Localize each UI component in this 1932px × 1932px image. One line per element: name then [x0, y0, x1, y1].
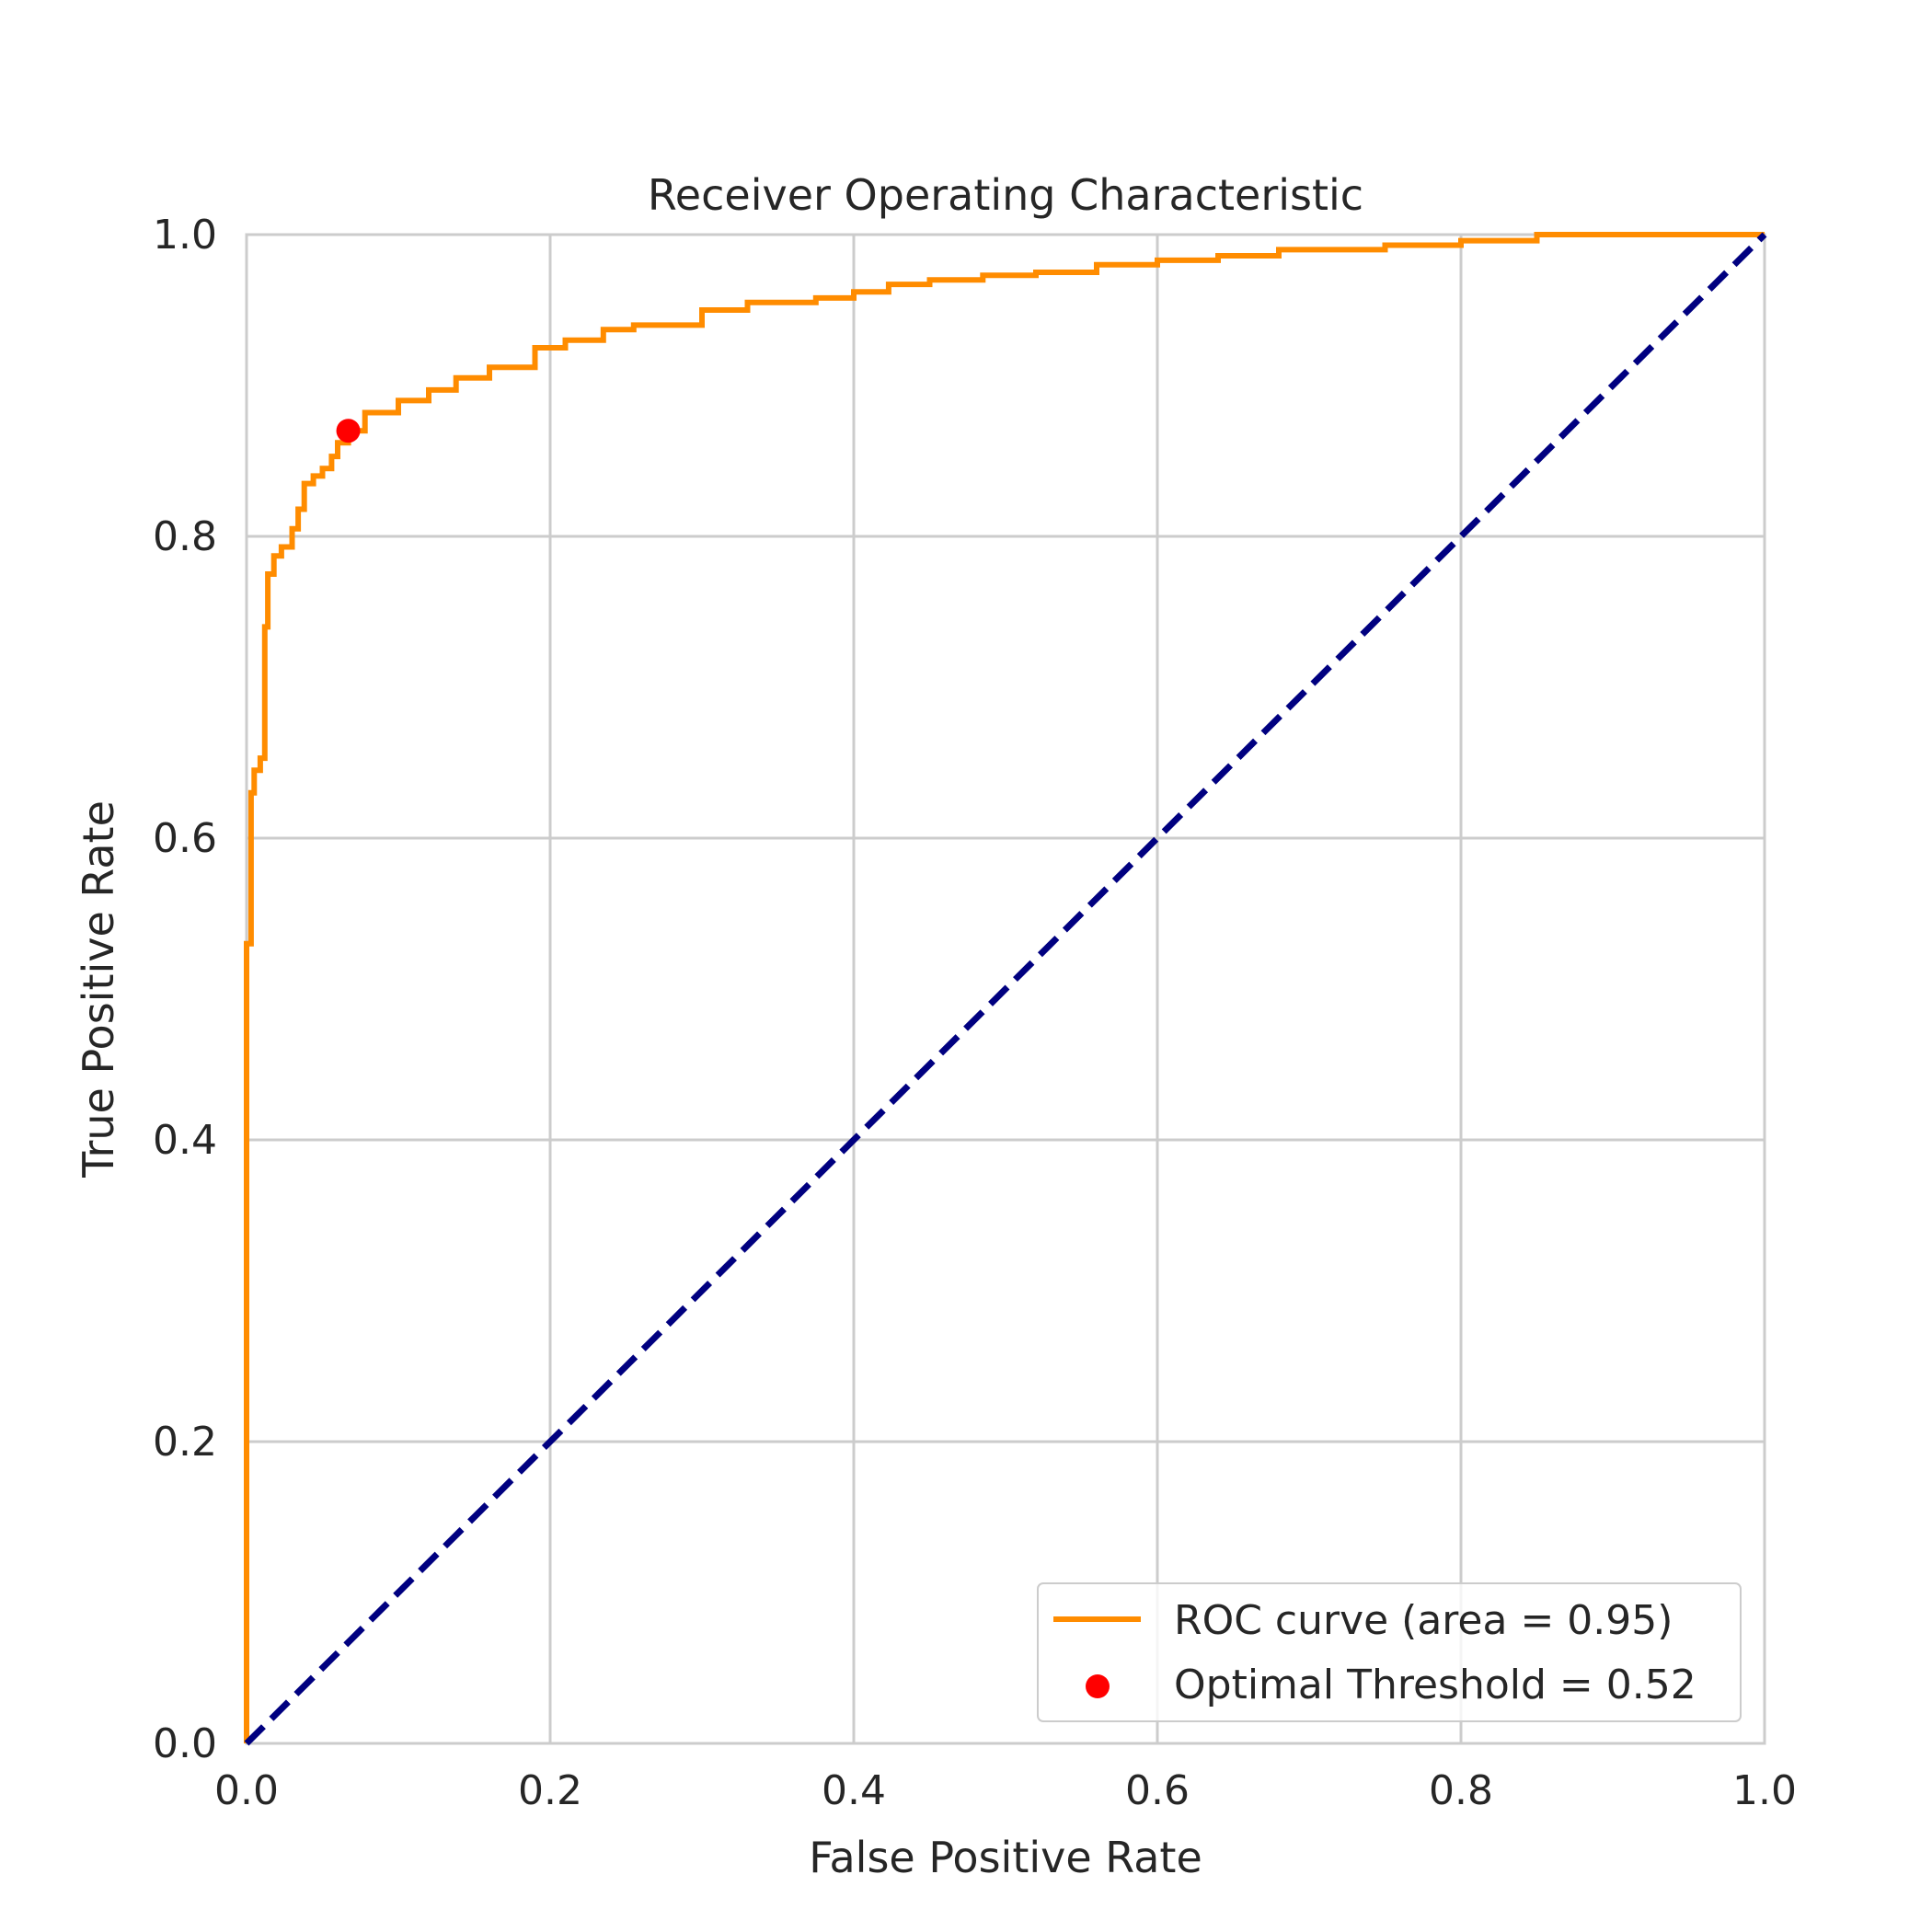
- legend-threshold-marker: [1086, 1674, 1110, 1698]
- y-tick-label: 0.2: [153, 1419, 217, 1466]
- legend-threshold-label: Optimal Threshold = 0.52: [1174, 1662, 1696, 1708]
- y-tick-label: 0.6: [153, 815, 217, 862]
- x-tick-label: 0.6: [1125, 1767, 1190, 1814]
- x-tick-label: 0.0: [214, 1767, 279, 1814]
- chart-title: Receiver Operating Characteristic: [648, 170, 1363, 220]
- legend: ROC curve (area = 0.95) Optimal Threshol…: [1037, 1582, 1742, 1722]
- chance-diagonal-line: [244, 232, 1767, 1746]
- x-tick-label: 0.8: [1429, 1767, 1493, 1814]
- y-axis-label: True Positive Rate: [74, 800, 123, 1179]
- y-tick-label: 0.0: [153, 1720, 217, 1767]
- series-layer: [244, 232, 1767, 1746]
- x-tick-label: 0.4: [822, 1767, 886, 1814]
- legend-roc-label: ROC curve (area = 0.95): [1174, 1597, 1673, 1644]
- optimal-threshold-point: [336, 419, 361, 443]
- x-tick-label: 1.0: [1732, 1767, 1797, 1814]
- roc-curve-line: [244, 232, 1765, 1743]
- x-axis-label: False Positive Rate: [809, 1833, 1202, 1882]
- tick-labels: 0.0 0.2 0.4 0.6 0.8 1.0 0.0 0.2 0.4 0.6 0.8 1.0: [153, 212, 1797, 1814]
- y-tick-label: 0.8: [153, 513, 217, 560]
- y-tick-label: 0.4: [153, 1117, 217, 1164]
- legend-box: [1037, 1582, 1742, 1722]
- y-tick-label: 1.0: [153, 212, 217, 259]
- x-tick-label: 0.2: [518, 1767, 582, 1814]
